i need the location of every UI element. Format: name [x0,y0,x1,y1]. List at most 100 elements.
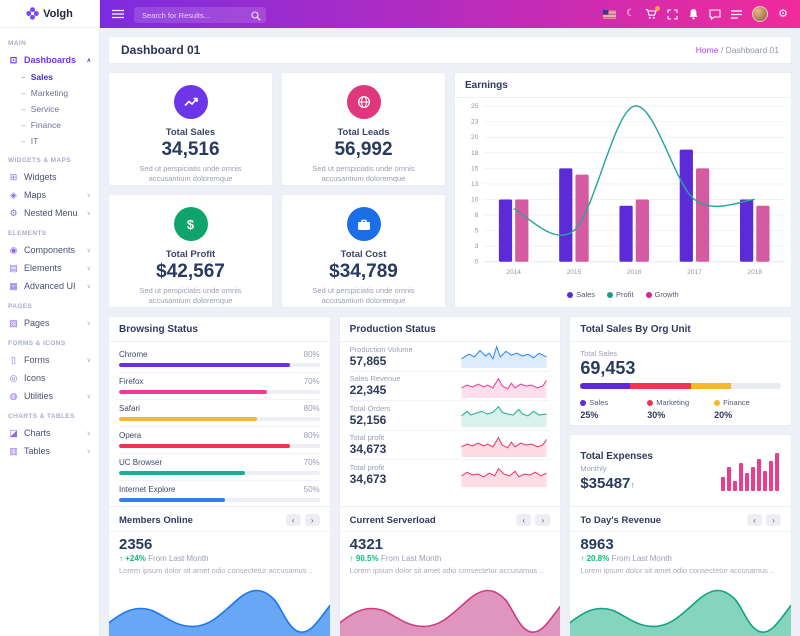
avatar [752,6,769,22]
sidebar-item-icons[interactable]: ◎ Icons [8,369,91,387]
user-avatar[interactable] [752,6,769,22]
total-expenses-card: Total Expenses Monthly $35487↑ [569,434,792,508]
stat-desc: Sed ut perspiciatis unde omnis accusanti… [312,286,415,306]
browser-pct: 70% [303,458,320,467]
progress-fill [119,444,290,448]
sidebar-item-label: Advanced UI [24,281,76,291]
nav-section-forms-icons: FORMS & ICONS [8,340,66,347]
dark-mode-moon-icon[interactable]: ☾ [626,8,636,19]
sidebar-item-maps[interactable]: ◈ Maps ∨ [8,186,91,204]
progress-track [119,471,320,475]
sidebar-item-utilities[interactable]: ◍ Utilities ∨ [8,387,91,405]
breadcrumb-home-link[interactable]: Home [695,45,719,55]
serverload-card: Current Serverload ‹ › 4321 ↑ 90.5% From … [338,506,562,636]
briefcase-icon [346,207,381,241]
browser-label: Chrome [119,350,148,359]
activity-list-icon[interactable] [731,9,743,19]
sidebar-subitem-service[interactable]: – Service [21,101,91,117]
dollar-icon: $ [173,207,208,241]
members-title: Members Online [119,514,193,526]
brand-logo[interactable]: Volgh [0,0,99,28]
prev-button[interactable]: ‹ [516,514,532,526]
prev-button[interactable]: ‹ [285,514,301,526]
sidebar-item-nested-menu[interactable]: ⚙ Nested Menu ∨ [8,204,91,222]
breadcrumb-current: Dashboard 01 [725,45,779,55]
messages-chat-icon[interactable] [709,8,721,20]
next-button[interactable]: › [766,514,781,526]
sidebar-item-forms[interactable]: ▯ Forms ∨ [8,351,91,369]
sparkline-chart [461,467,548,487]
prev-button[interactable]: ‹ [747,514,762,526]
segment-sales [580,383,631,389]
trend-up-icon [173,85,208,119]
stat-title: Total Sales [165,127,216,138]
sidebar-item-dashboards[interactable]: ⊡ Dashboards ∧ [8,51,91,69]
expenses-title: Total Expenses [580,450,653,462]
settings-gear-icon[interactable]: ⚙ [778,7,788,20]
sidebar-subitem-marketing[interactable]: – Marketing [21,85,91,101]
progress-track [119,444,320,448]
serverload-area-chart [339,589,561,636]
progress-track [119,498,320,502]
icons-icon: ◎ [9,372,18,383]
search-icon[interactable] [251,8,261,26]
production-value: 22,345 [349,383,387,398]
search-input[interactable] [134,7,266,24]
sidebar-item-label: Elements [24,263,62,273]
progress-track [119,417,320,421]
next-button[interactable]: › [535,514,551,526]
legend-item-growth[interactable]: Growth [645,290,679,299]
progress-track [119,390,320,394]
legend-dot [714,399,721,406]
page-content: Dashboard 01 Home / Dashboard 01 Total S… [100,28,800,636]
sidebar-item-advanced-ui[interactable]: ▦ Advanced UI ∨ [8,277,91,295]
top-header: ☾ ⚙ [100,0,800,28]
dashboards-submenu: – Sales – Marketing – Service – Finance – IT [8,69,91,149]
notifications-bell-icon[interactable] [688,8,699,20]
production-label: Total profit [349,433,385,443]
serverload-value: 4321 [349,536,384,553]
org-legend-marketing: Marketing 30% [647,398,690,420]
brand-name: Volgh [43,7,73,20]
legend-item-sales[interactable]: Sales [567,290,595,299]
browser-label: UC Browser [119,458,163,467]
sidebar-subitem-it[interactable]: – IT [21,133,91,149]
chevron-down-icon: ∨ [86,393,91,400]
sidebar-subitem-finance[interactable]: – Finance [21,117,91,133]
production-value: 52,156 [349,412,387,427]
sidebar-item-tables[interactable]: ▥ Tables ∨ [8,442,91,460]
row-stats-earnings: Total Sales 34,516 Sed ut perspiciatis u… [108,72,792,308]
legend-item-profit[interactable]: Profit [607,290,634,299]
progress-fill [119,471,246,475]
svg-text:5: 5 [475,228,479,235]
nested-menu-icon: ⚙ [9,207,18,218]
sidebar-subitem-sales[interactable]: – Sales [21,69,91,85]
production-row: Total profit 34,673 [349,431,551,460]
sidebar-item-widgets[interactable]: ⊞ Widgets [8,168,91,186]
svg-text:2017: 2017 [687,269,702,276]
hamburger-menu-icon[interactable] [112,9,124,19]
sidebar-item-pages[interactable]: ▧ Pages ∨ [8,314,91,332]
us-flag-icon[interactable] [603,9,617,19]
sparkline-chart [461,377,548,398]
sidebar-item-label: Dashboards [24,55,77,65]
sidebar-item-label: Widgets [24,172,57,182]
sidebar-item-components[interactable]: ◉ Components ∨ [8,241,91,259]
fullscreen-icon[interactable] [667,8,678,20]
maps-icon: ◈ [10,189,17,200]
stats-grid: Total Sales 34,516 Sed ut perspiciatis u… [108,72,446,308]
main-area: ☾ ⚙ [100,0,800,636]
sidebar-item-elements[interactable]: ▤ Elements ∨ [8,259,91,277]
dash-icon: – [21,104,26,114]
cart-icon[interactable] [645,6,661,20]
sidebar-item-charts[interactable]: ◪ Charts ∨ [8,424,91,442]
production-status-card: Production Status Production Volume 57,86… [338,316,562,508]
legend-dot [567,292,574,299]
next-button[interactable]: › [304,514,320,526]
earnings-card: Earnings 25 23 20 18 15 13 10 8 5 3 0 [454,72,792,308]
org-unit-title: Total Sales By Org Unit [580,324,691,335]
chevron-down-icon: ∨ [86,192,91,199]
browser-pct: 50% [303,485,320,494]
dash-icon: – [21,88,26,98]
pages-icon: ▧ [9,317,18,328]
